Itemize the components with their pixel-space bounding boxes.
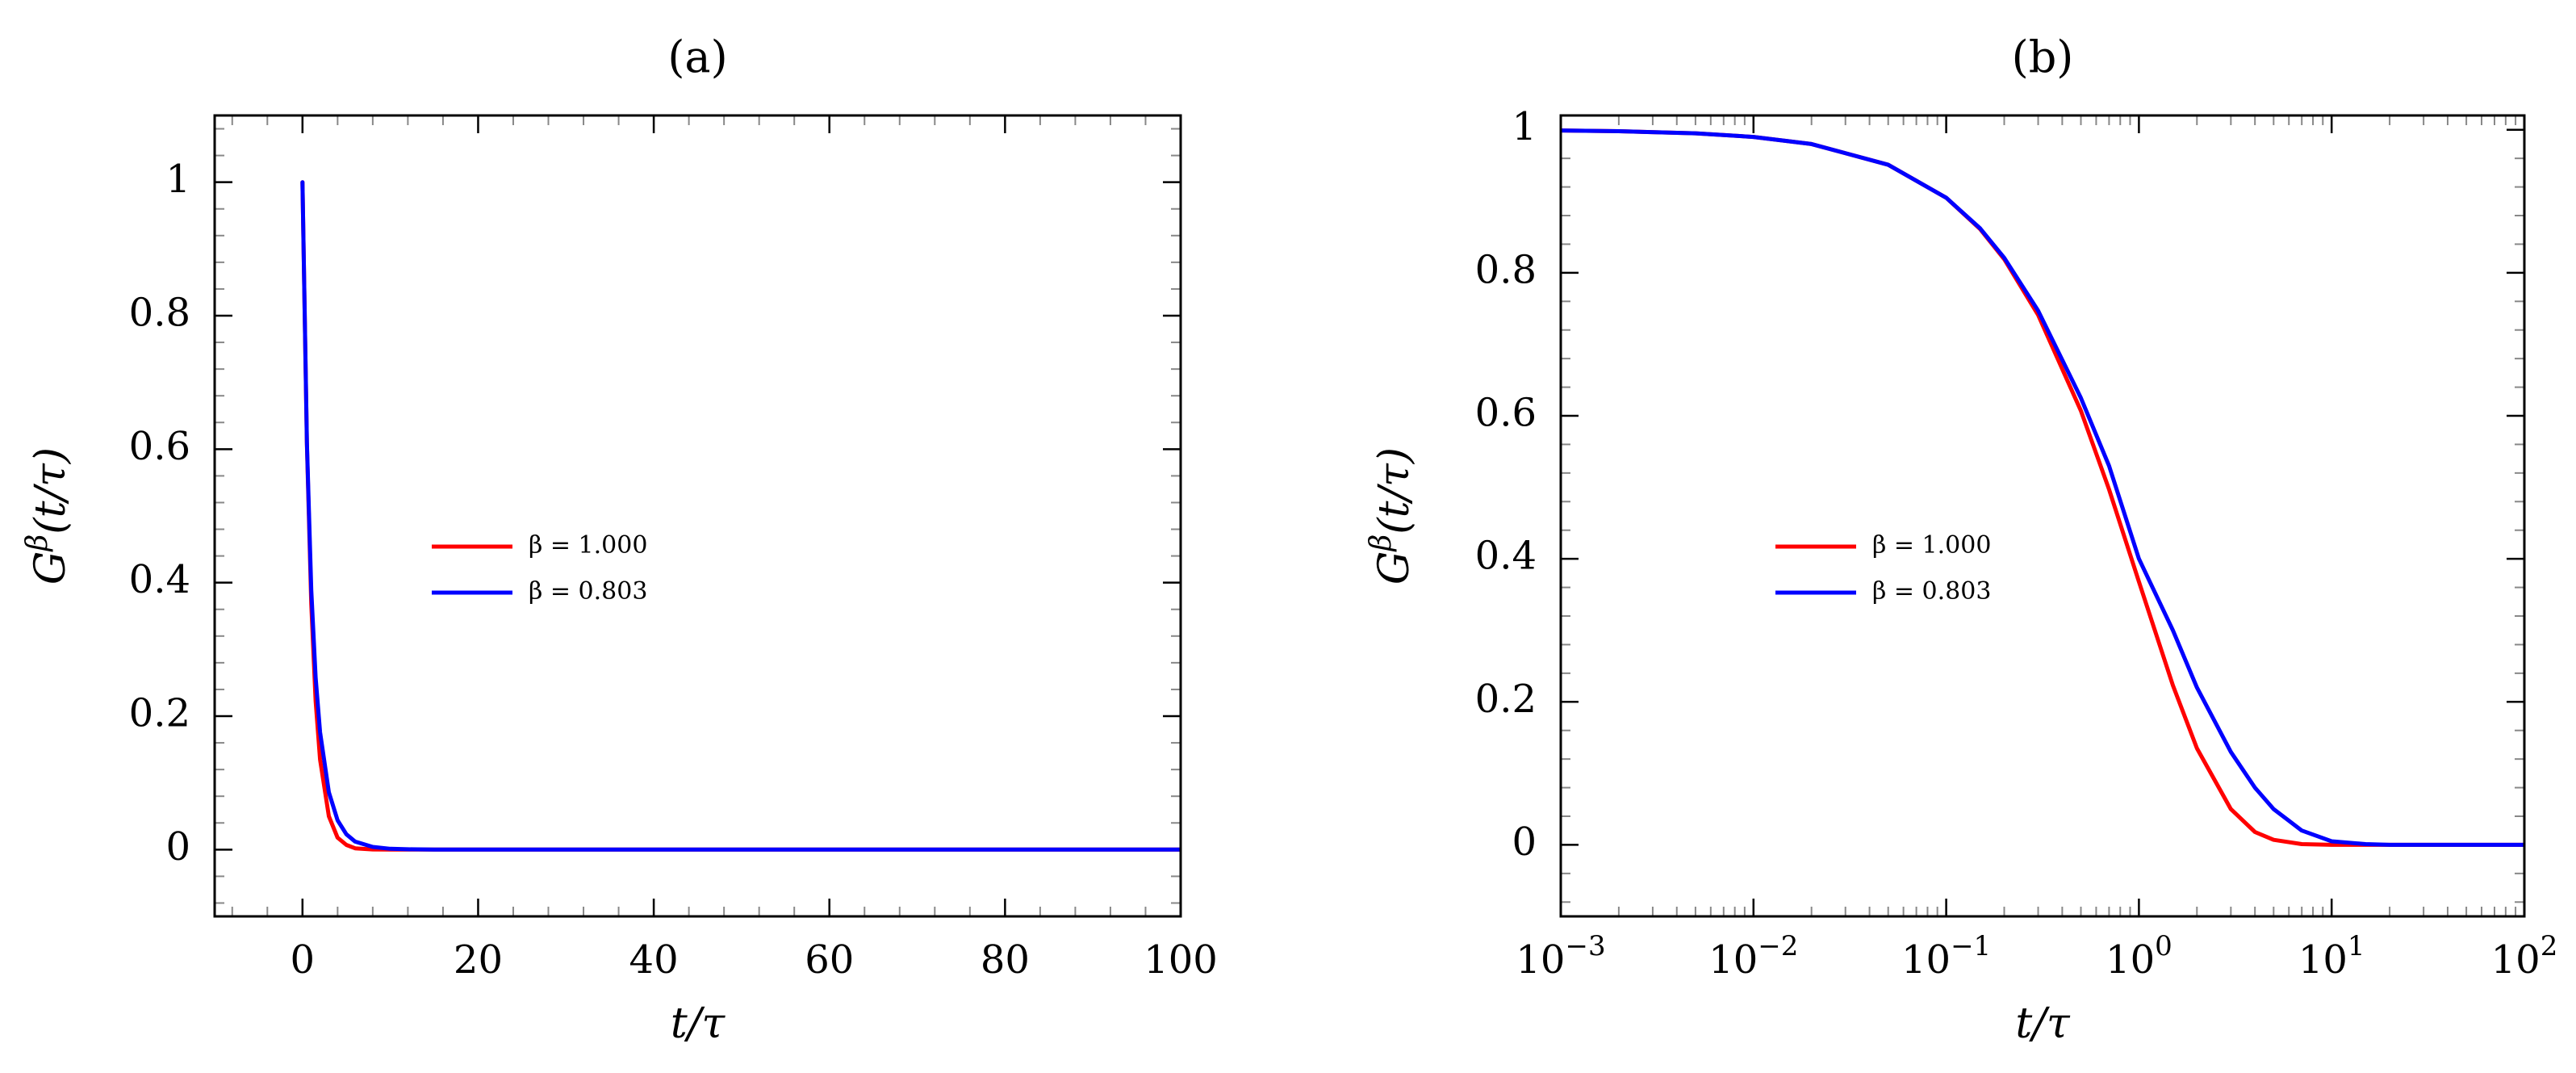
x-tick-label: 101 [2298, 930, 2365, 983]
x-tick-label-base: 10 [1708, 937, 1758, 983]
legend: β = 1.000 β = 0.803 [432, 531, 647, 606]
y-tick-label: 0.2 [1475, 677, 1537, 722]
y-tick-label: 0.4 [1475, 534, 1537, 579]
x-tick-label: 40 [629, 937, 679, 983]
series-line-1 [1561, 128, 2524, 847]
legend: β = 1.000 β = 0.803 [1775, 531, 1991, 606]
x-tick-label-exponent: −2 [1758, 930, 1798, 962]
y-tick-label: 0.8 [1475, 247, 1537, 292]
x-tick-label: 60 [805, 937, 854, 983]
y-axis-label-base: G [1370, 551, 1419, 585]
chart-title: (a) [667, 31, 727, 82]
x-tick-label-base: 10 [1901, 937, 1951, 983]
series-line-0 [300, 180, 1181, 852]
y-tick-label: 0.6 [129, 424, 190, 469]
axes-frame [213, 114, 1182, 918]
minor-ticks [1561, 115, 2524, 916]
major-ticks [1559, 115, 2526, 916]
legend-label-1: β = 0.803 [529, 577, 647, 606]
y-tick-label: 0.6 [1475, 391, 1537, 436]
x-tick-label: 0 [291, 937, 316, 983]
series-lines [1561, 128, 2524, 847]
x-axis-label: t/τ [671, 1000, 726, 1048]
y-tick-label: 0.8 [129, 291, 190, 336]
x-tick-label: 10−2 [1708, 930, 1798, 983]
y-tick-label: 0 [165, 824, 190, 870]
x-tick-label: 100 [2106, 930, 2172, 983]
x-tick-label: 10−1 [1901, 930, 1991, 983]
x-tick-label: 102 [2491, 930, 2558, 983]
series-line-0 [1561, 128, 2524, 847]
x-tick-label-base: 10 [1516, 937, 1565, 983]
panel-0: (a)0 20 40 60 80 10000.20.40.60.81t/τGβ(t/τ)β… [21, 31, 1218, 1048]
x-tick-label-base: 10 [2491, 937, 2540, 983]
y-axis-label-superscript: β [21, 534, 54, 553]
x-tick-label: 100 [1144, 937, 1218, 983]
x-tick-label-base: 10 [2298, 937, 2348, 983]
x-axis-label: t/τ [2015, 1000, 2070, 1048]
y-axis-label: Gβ(t/τ) [21, 447, 75, 585]
y-tick-label: 1 [165, 157, 190, 202]
series-line-1 [300, 180, 1181, 852]
y-tick-label: 1 [1512, 104, 1537, 149]
x-tick-label-exponent: −3 [1565, 930, 1605, 962]
x-tick-label-base: 10 [2106, 937, 2155, 983]
series-lines [300, 180, 1181, 852]
y-axis-label-rest: (t/τ) [1370, 447, 1419, 534]
y-axis-label-base: G [27, 551, 75, 585]
axes-frame [1559, 114, 2526, 918]
legend-label-0: β = 1.000 [529, 531, 647, 560]
minor-ticks [215, 115, 1181, 916]
x-tick-label-exponent: 1 [2348, 930, 2365, 962]
x-tick-label: 10−3 [1516, 930, 1605, 983]
chart-title: (b) [2012, 31, 2074, 82]
y-axis-label-rest: (t/τ) [27, 447, 75, 534]
y-tick-label: 0.2 [129, 691, 190, 736]
x-tick-label-exponent: 0 [2155, 930, 2172, 962]
major-ticks [215, 115, 1182, 916]
x-tick-label: 20 [454, 937, 503, 983]
panel-1: (b)10−3 10−2 10−1 100 101 10200.20.40.60.81t/… [1365, 31, 2557, 1048]
y-axis-label: Gβ(t/τ) [1365, 447, 1419, 585]
x-tick-label-exponent: 2 [2540, 930, 2558, 962]
y-tick-label: 0.4 [129, 557, 190, 602]
legend-label-0: β = 1.000 [1872, 531, 1991, 560]
x-tick-label: 80 [981, 937, 1030, 983]
y-tick-label: 0 [1512, 819, 1537, 865]
x-tick-label-exponent: −1 [1951, 930, 1991, 962]
legend-label-1: β = 0.803 [1872, 577, 1991, 606]
y-axis-label-superscript: β [1365, 534, 1398, 553]
